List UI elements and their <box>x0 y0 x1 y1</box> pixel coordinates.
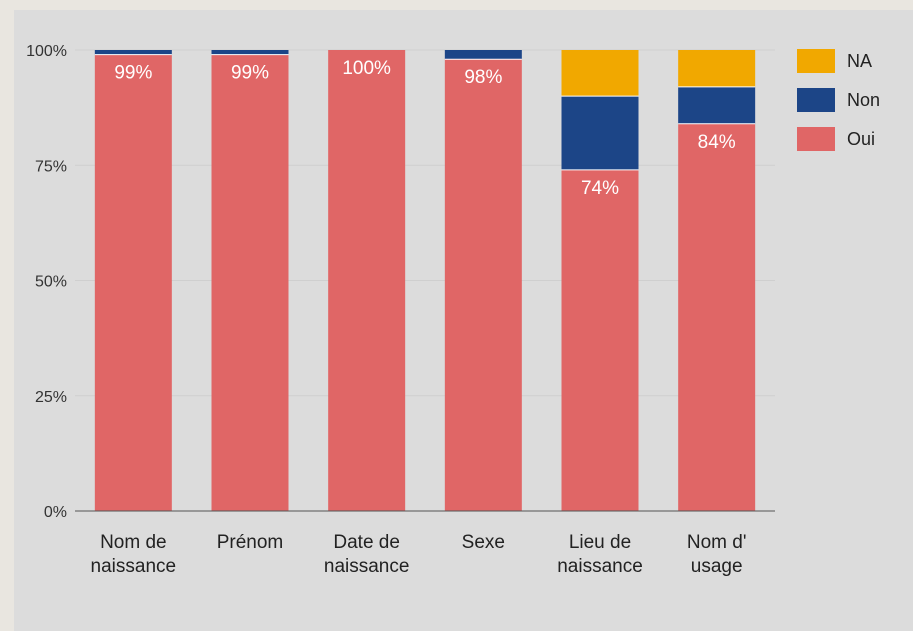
bar-oui <box>444 59 522 511</box>
data-label: 99% <box>231 63 269 84</box>
x-tick-label: Sexe <box>462 532 505 553</box>
bar-oui <box>328 50 406 511</box>
y-tick-label: 50% <box>35 274 67 291</box>
legend-label-oui: Oui <box>847 129 875 149</box>
bar-non <box>678 86 756 124</box>
legend-label-non: Non <box>847 90 880 110</box>
y-tick-label: 25% <box>35 389 67 406</box>
bar-non <box>561 96 639 170</box>
y-tick-label: 0% <box>44 504 67 521</box>
legend-label-na: NA <box>847 51 872 71</box>
data-labels: 99% 99% 100% 98% 74% 84% <box>114 58 735 199</box>
bar-non <box>94 50 172 55</box>
data-label: 98% <box>464 67 502 88</box>
x-tick-label: Lieu de naissance <box>557 532 643 577</box>
legend-swatch-non <box>797 88 835 112</box>
x-tick-label: Date de naissance <box>324 532 410 577</box>
bar-non <box>444 50 522 60</box>
bar-na <box>678 50 756 87</box>
bar-oui <box>211 54 289 512</box>
axes: 0% 25% 50% 75% 100% Nom de naissance Prénom Date… <box>26 43 775 577</box>
bars <box>94 50 756 512</box>
x-tick-label: Nom de naissance <box>91 532 177 577</box>
bar-oui <box>94 54 172 512</box>
bar-non <box>211 50 289 55</box>
x-tick-label: Nom d' usage <box>687 532 747 577</box>
data-label: 99% <box>114 63 152 84</box>
bar-oui <box>561 169 639 512</box>
data-label: 84% <box>698 132 736 153</box>
legend-swatch-oui <box>797 127 835 151</box>
data-label: 74% <box>581 178 619 199</box>
x-tick-label: Prénom <box>217 532 284 553</box>
bar-na <box>561 50 639 97</box>
y-tick-label: 100% <box>26 43 67 60</box>
gridlines <box>75 49 775 397</box>
bar-oui <box>678 123 756 511</box>
data-label: 100% <box>342 58 391 79</box>
y-tick-label: 75% <box>35 158 67 175</box>
legend: NA Non Oui <box>797 49 880 151</box>
legend-swatch-na <box>797 49 835 73</box>
